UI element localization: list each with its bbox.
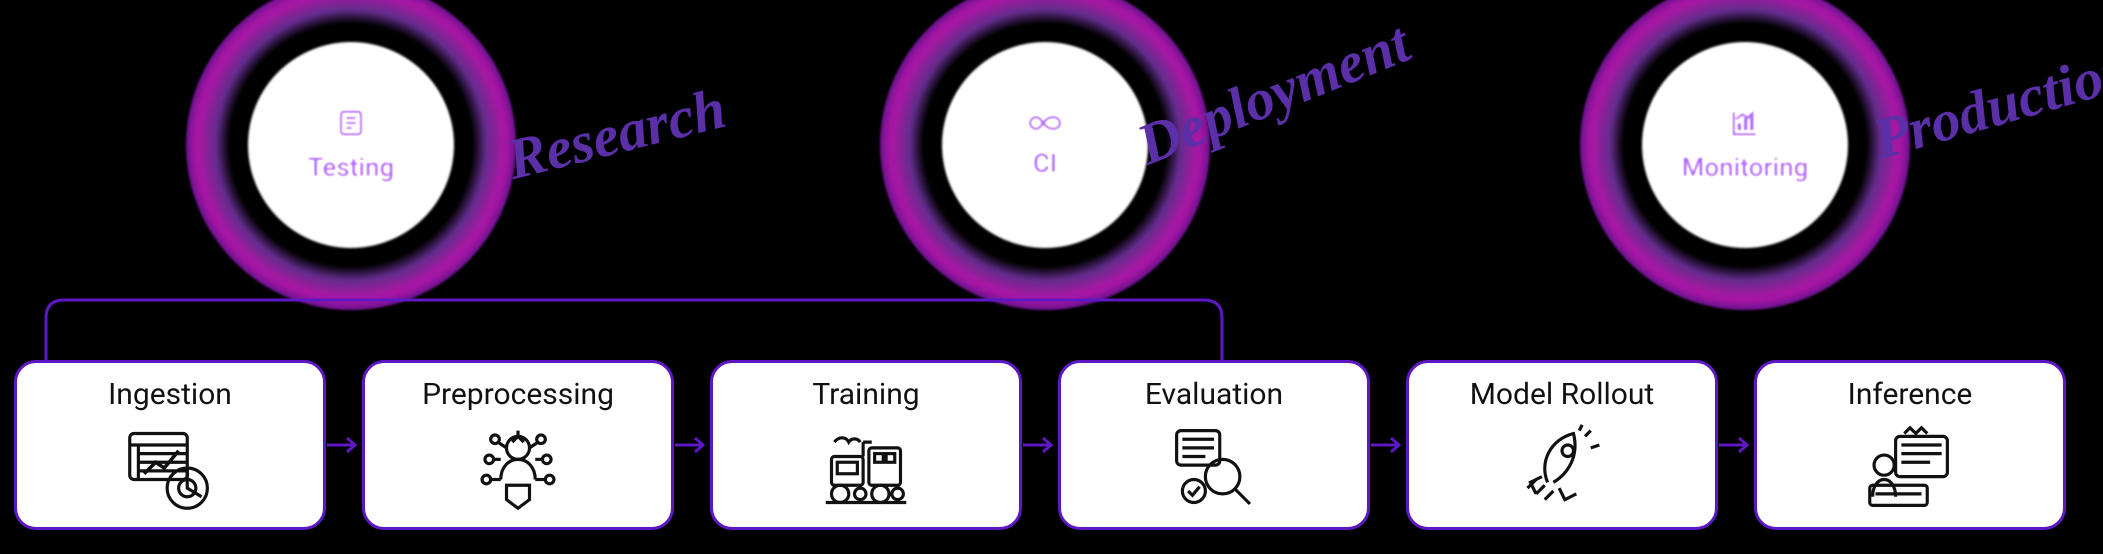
annotation-production: Production (1866, 34, 2103, 172)
stage-evaluation: Evaluation (1058, 360, 1370, 530)
stage-preprocessing-label: Preprocessing (422, 377, 614, 412)
ring-ci-label: CI (1033, 149, 1057, 179)
checklist-icon (336, 108, 366, 143)
stage-ingestion: Ingestion (14, 360, 326, 530)
annotation-deployment: Deployment (1128, 9, 1419, 179)
ring-monitoring-inner: Monitoring (1642, 42, 1848, 248)
diagram-canvas: Testing CI Mo (0, 0, 2103, 554)
arrow-1 (326, 435, 362, 455)
arrow-5 (1718, 435, 1754, 455)
ring-monitoring: Monitoring (1580, 0, 1910, 310)
arrow-4 (1370, 435, 1406, 455)
arrow-3 (1022, 435, 1058, 455)
stage-training-label: Training (812, 377, 919, 412)
operator-icon (1864, 422, 1956, 514)
stage-model-rollout-label: Model Rollout (1470, 377, 1655, 412)
ring-testing-inner: Testing (248, 42, 454, 248)
ring-ci: CI (880, 0, 1210, 310)
stage-training: Training (710, 360, 1022, 530)
stage-preprocessing: Preprocessing (362, 360, 674, 530)
stage-model-rollout: Model Rollout (1406, 360, 1718, 530)
ring-testing: Testing (186, 0, 516, 310)
stage-evaluation-label: Evaluation (1145, 377, 1283, 412)
arrow-2 (674, 435, 710, 455)
ring-monitoring-label: Monitoring (1682, 153, 1809, 183)
dashboard-icon (124, 422, 216, 514)
ring-ci-inner: CI (942, 42, 1148, 248)
infinity-icon (1025, 111, 1065, 139)
rocket-icon (1516, 422, 1608, 514)
brain-icon (472, 422, 564, 514)
annotation-research: Research (500, 74, 732, 193)
train-icon (820, 422, 912, 514)
stage-ingestion-label: Ingestion (108, 377, 232, 412)
chart-icon (1730, 108, 1760, 143)
ring-testing-label: Testing (308, 153, 394, 183)
stage-inference-label: Inference (1848, 377, 1973, 412)
pipeline-row: Ingestion Preprocessing (0, 360, 2103, 530)
stage-inference: Inference (1754, 360, 2066, 530)
magnifier-icon (1168, 422, 1260, 514)
